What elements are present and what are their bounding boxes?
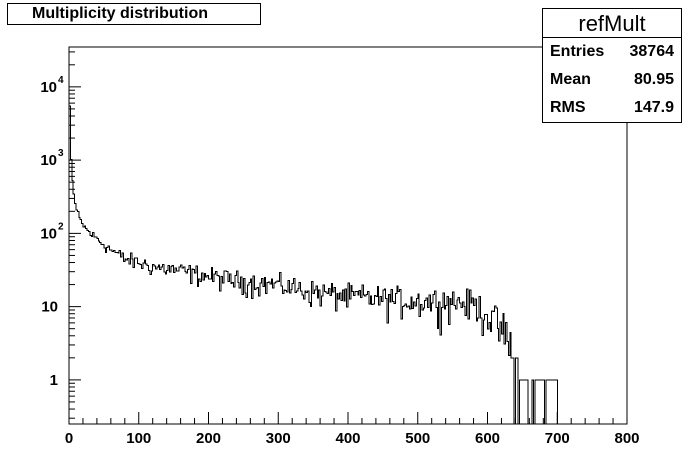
stats-title: refMult xyxy=(543,9,681,38)
x-tick-label: 500 xyxy=(405,430,430,447)
stats-row-mean: Mean 80.95 xyxy=(543,66,681,94)
y-tick-label: 10 xyxy=(40,152,57,169)
x-tick-label: 400 xyxy=(335,430,360,447)
x-tick-label: 100 xyxy=(126,430,151,447)
x-tick-label: 700 xyxy=(545,430,570,447)
stats-label: Entries xyxy=(550,43,605,60)
stats-row-entries: Entries 38764 xyxy=(543,38,681,66)
stats-value: 80.95 xyxy=(633,71,674,88)
stats-row-rms: RMS 147.9 xyxy=(543,94,681,122)
x-tick-label: 300 xyxy=(266,430,291,447)
stats-label: Mean xyxy=(550,71,591,88)
x-tick-label: 200 xyxy=(196,430,221,447)
y-tick-label: 10 xyxy=(41,299,58,316)
stats-value: 38764 xyxy=(629,43,675,60)
x-tick-label: 600 xyxy=(475,430,500,447)
stats-box: refMult Entries 38764 Mean 80.95 RMS 147… xyxy=(542,8,682,123)
y-tick-exponent: 3 xyxy=(58,148,64,159)
y-tick-label: 10 xyxy=(40,79,57,96)
stats-label: RMS xyxy=(550,99,586,116)
y-tick-exponent: 4 xyxy=(58,75,64,86)
x-tick-label: 800 xyxy=(614,430,639,447)
y-tick-label: 10 xyxy=(40,225,57,242)
stats-value: 147.9 xyxy=(633,99,674,116)
histogram-line xyxy=(68,105,558,425)
y-tick-exponent: 2 xyxy=(58,221,64,232)
chart-title: Multiplicity distribution xyxy=(7,3,261,25)
y-tick-label: 1 xyxy=(50,372,58,389)
x-tick-label: 0 xyxy=(65,430,73,447)
